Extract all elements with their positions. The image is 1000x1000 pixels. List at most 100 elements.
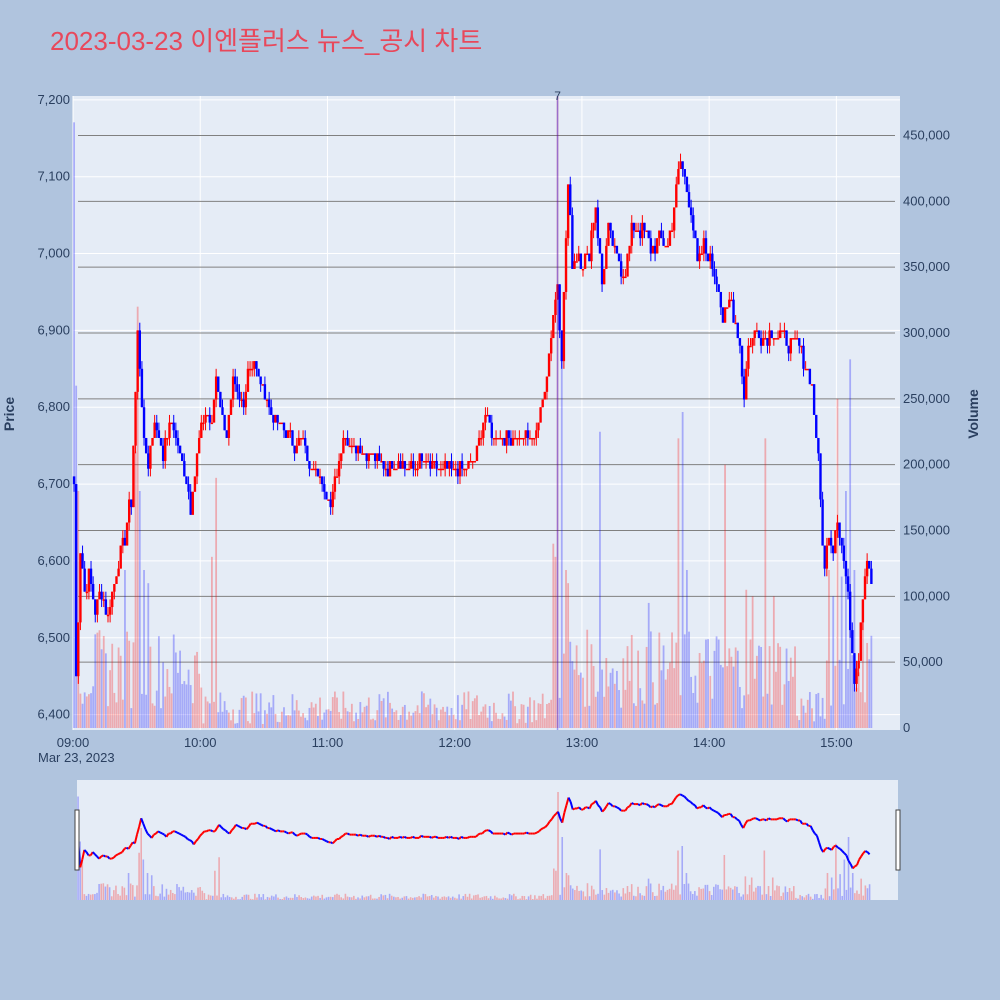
volume-bar <box>399 714 402 728</box>
candle-body <box>496 437 500 440</box>
range-slider-price-segment <box>843 852 848 857</box>
price-axis-title: Price <box>1 397 17 431</box>
range-slider-price-segment <box>578 806 582 811</box>
volume-bar <box>317 716 319 728</box>
volume-bar <box>331 697 334 728</box>
candle-body <box>312 468 315 471</box>
volume-bar <box>232 709 234 728</box>
range-slider-price-segment <box>692 803 696 807</box>
volume-bar <box>179 650 181 728</box>
range-slider-volume-bar <box>774 890 776 900</box>
range-slider-volume-bar <box>359 898 361 900</box>
range-slider-volume-bar <box>376 898 378 900</box>
range-slider-volume-bar <box>289 897 292 900</box>
candle-body <box>681 161 684 170</box>
range-slider-volume-bar <box>134 896 136 900</box>
volume-bar <box>777 643 779 728</box>
candle-body <box>753 330 756 339</box>
candle-body <box>605 245 608 269</box>
volume-bar <box>310 702 313 728</box>
candle-body <box>723 307 727 323</box>
range-slider-price-segment <box>776 817 780 821</box>
range-slider-price-segment <box>387 837 391 840</box>
range-slider-volume-bar <box>569 885 572 900</box>
candle-body <box>104 599 108 615</box>
range-slider-volume-bar <box>245 894 248 900</box>
volume-bar <box>732 666 735 728</box>
range-slider-volume-bar <box>100 883 103 900</box>
range-slider-price-segment <box>755 817 759 821</box>
candle-body <box>373 453 377 462</box>
range-slider-volume-bar <box>209 895 212 900</box>
candle-body <box>535 430 538 438</box>
volume-bar <box>579 672 582 728</box>
candle-body <box>486 414 489 417</box>
range-slider-right-handle[interactable] <box>895 809 901 871</box>
candle-body <box>725 307 729 309</box>
volume-bar <box>823 718 826 728</box>
range-slider-price-segment <box>448 835 452 839</box>
range-slider-volume-bar <box>169 889 172 900</box>
volume-bar <box>448 715 451 728</box>
candle-body <box>210 422 214 425</box>
range-slider-price-segment <box>357 833 361 837</box>
range-slider-price-segment <box>546 821 551 826</box>
price-candles <box>72 153 873 692</box>
candle-body <box>622 276 625 279</box>
candle-body <box>234 376 237 385</box>
range-slider-price-segment <box>721 814 726 818</box>
range-slider-volume-bar <box>302 898 305 900</box>
range-slider[interactable] <box>74 780 901 900</box>
range-slider-price-segment <box>799 819 804 825</box>
candle-body <box>454 468 457 471</box>
volume-bar <box>755 655 758 728</box>
volume-bar <box>679 695 682 728</box>
range-slider-price-segment <box>738 820 743 826</box>
candle-body <box>153 422 156 438</box>
volume-bar <box>77 491 80 728</box>
volume-bar <box>431 714 434 728</box>
candle-body <box>433 461 436 463</box>
range-slider-price-segment <box>258 822 262 826</box>
volume-bar <box>675 642 678 728</box>
range-slider-price-segment <box>256 821 260 825</box>
range-slider-volume-bar <box>386 898 389 900</box>
range-slider-volume-bar <box>555 870 557 900</box>
range-slider-price-segment <box>210 829 214 833</box>
range-slider-price-segment <box>814 832 818 837</box>
range-slider-price-segment <box>332 840 336 845</box>
candle-body <box>656 238 659 254</box>
candle-body <box>348 445 351 448</box>
candle-body <box>149 445 152 469</box>
candle-body <box>560 330 563 362</box>
candle-body <box>325 491 328 500</box>
candle-body <box>702 238 706 254</box>
candle-body <box>134 391 137 446</box>
candle-body <box>827 537 831 546</box>
news-marker[interactable]: 7 <box>554 89 561 730</box>
range-slider-volume-bar <box>456 898 458 900</box>
candle-body <box>556 284 559 300</box>
range-slider-price-segment <box>509 832 513 836</box>
range-slider-price-segment <box>231 827 235 831</box>
range-slider-price-segment <box>206 829 210 833</box>
range-slider-volume-bar <box>313 895 315 900</box>
range-slider-volume-bar <box>273 896 275 900</box>
volume-tick-label: 350,000 <box>903 259 950 274</box>
volume-bar <box>643 703 646 728</box>
candle-body <box>490 422 494 438</box>
volume-bar <box>461 704 464 728</box>
time-tick-label: 15:00 <box>820 735 853 750</box>
range-slider-volume-bar <box>468 893 471 900</box>
main-plot-area <box>73 96 900 730</box>
volume-bar <box>157 636 160 728</box>
range-slider-price-segment <box>235 823 239 827</box>
range-slider-volume-bar <box>108 887 111 900</box>
range-slider-volume-bar <box>161 884 164 900</box>
range-slider-volume-bar <box>201 890 204 900</box>
candle-body <box>111 591 114 608</box>
range-slider-volume-bar <box>411 897 414 900</box>
range-slider-price-segment <box>569 801 574 810</box>
range-slider-volume-bar <box>809 896 812 900</box>
range-slider-left-handle[interactable] <box>74 809 80 871</box>
